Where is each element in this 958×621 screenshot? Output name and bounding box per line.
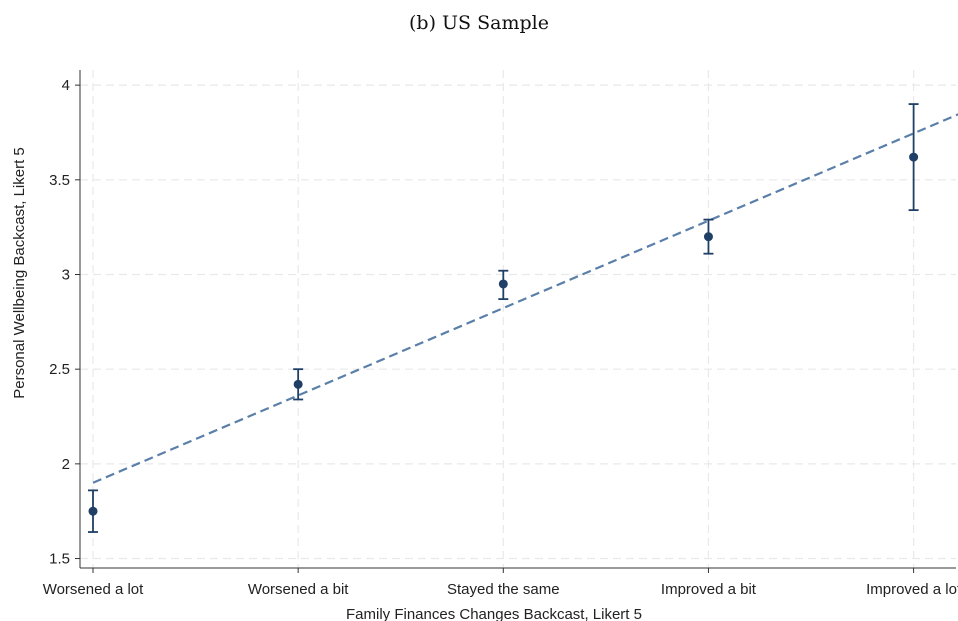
tick-labels: 1.5 2 2.5 3 3.5 4 Worsened a lot Worsened a bit… [43, 77, 958, 598]
y-tick-label: 1.5 [49, 551, 70, 568]
x-tick-label: Worsened a lot [43, 581, 144, 598]
y-tick-label: 4 [62, 77, 70, 94]
data-point [498, 279, 508, 289]
grid-lines [80, 70, 956, 568]
data-point [293, 379, 303, 389]
y-tick-label: 2.5 [49, 361, 70, 378]
points-layer [88, 103, 919, 533]
x-tick-label: Improved a lot [866, 581, 958, 598]
y-tick-label: 2 [62, 456, 70, 473]
x-tick-label: Stayed the same [447, 581, 560, 598]
x-tick-label: Worsened a bit [248, 581, 349, 598]
x-tick-label: Improved a bit [661, 581, 757, 598]
data-point [88, 506, 98, 516]
data-point [909, 152, 919, 162]
figure-caption: (b) US Sample [409, 12, 549, 34]
x-axis-title: Family Finances Changes Backcast, Likert… [346, 606, 642, 621]
y-tick-label: 3.5 [49, 172, 70, 189]
data-point [703, 232, 713, 242]
fitted-line-layer [92, 113, 958, 484]
fitted-line [92, 113, 958, 484]
y-tick-label: 3 [62, 267, 70, 284]
axes [75, 70, 956, 573]
y-axis-title: Personal Wellbeing Backcast, Likert 5 [11, 147, 28, 399]
